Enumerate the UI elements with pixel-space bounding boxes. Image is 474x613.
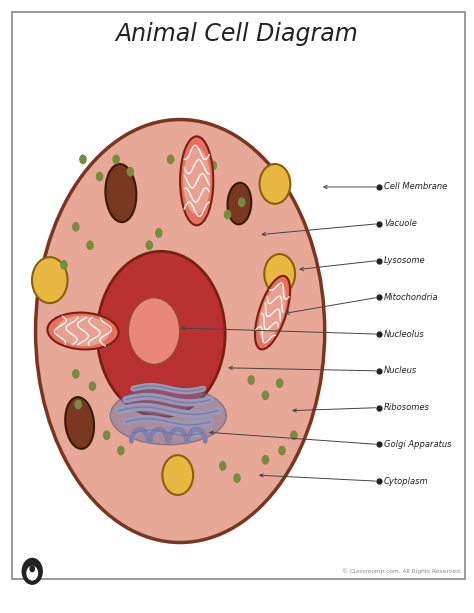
Text: Ribosomes: Ribosomes [384,403,430,412]
Text: Animal Cell Diagram: Animal Cell Diagram [116,21,358,46]
Ellipse shape [290,430,298,440]
Ellipse shape [259,164,290,204]
Ellipse shape [47,313,118,349]
Ellipse shape [262,390,269,400]
Ellipse shape [36,120,325,543]
Ellipse shape [79,154,87,164]
Ellipse shape [276,378,283,388]
Ellipse shape [74,400,82,409]
Text: Golgi Apparatus: Golgi Apparatus [384,440,451,449]
Ellipse shape [233,473,241,483]
Ellipse shape [183,148,210,214]
Ellipse shape [27,566,37,580]
Ellipse shape [155,228,163,238]
Ellipse shape [30,566,35,571]
Ellipse shape [65,397,94,449]
Ellipse shape [255,276,290,349]
Ellipse shape [210,161,217,170]
Ellipse shape [259,285,286,340]
Text: Nucleolus: Nucleolus [384,330,425,338]
Text: Vacuole: Vacuole [384,219,417,228]
Ellipse shape [167,154,174,164]
Ellipse shape [162,455,193,495]
Ellipse shape [72,369,80,379]
Ellipse shape [89,381,96,391]
Ellipse shape [228,183,251,224]
Ellipse shape [219,461,227,471]
Ellipse shape [32,257,68,303]
Ellipse shape [117,446,125,455]
Ellipse shape [22,558,42,584]
Ellipse shape [238,197,246,207]
Text: Mitochondria: Mitochondria [384,293,438,302]
Ellipse shape [127,167,134,177]
Ellipse shape [110,387,226,445]
Text: Nucleus: Nucleus [384,367,417,375]
Ellipse shape [97,251,225,417]
Ellipse shape [105,164,137,222]
Text: Cell Membrane: Cell Membrane [384,183,447,191]
Ellipse shape [60,260,68,270]
Ellipse shape [264,254,295,294]
Ellipse shape [72,222,80,232]
Ellipse shape [278,446,286,455]
Ellipse shape [146,240,153,250]
Text: © ClassroomJr.com. All Rights Reserved.: © ClassroomJr.com. All Rights Reserved. [342,568,462,574]
Ellipse shape [96,172,103,181]
Text: Lysosome: Lysosome [384,256,426,265]
Ellipse shape [224,210,231,219]
Ellipse shape [103,430,110,440]
Ellipse shape [247,375,255,385]
Ellipse shape [86,240,94,250]
Ellipse shape [262,455,269,465]
Text: Cytoplasm: Cytoplasm [384,477,428,485]
Ellipse shape [112,154,120,164]
Ellipse shape [128,297,180,365]
Ellipse shape [56,316,109,346]
Ellipse shape [180,137,213,226]
